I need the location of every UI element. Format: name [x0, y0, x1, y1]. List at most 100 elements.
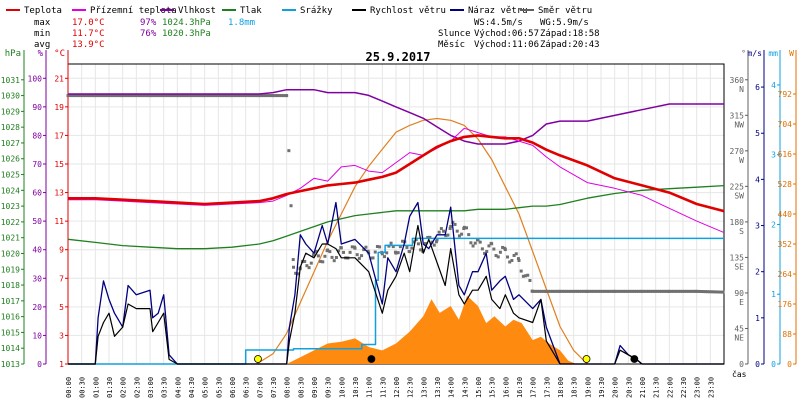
direction-point — [547, 289, 551, 293]
left-tick-label: 1015 — [1, 328, 20, 337]
direction-point — [544, 289, 548, 293]
direction-point — [184, 94, 188, 98]
right-tick-label: 4 — [771, 81, 776, 90]
right-tick-label: 135 — [730, 253, 745, 262]
x-tick-label: 23:30 — [707, 377, 715, 398]
left-tick-label: 1029 — [1, 107, 20, 116]
direction-point — [553, 289, 557, 293]
direction-point — [432, 243, 436, 247]
direction-point — [241, 94, 245, 98]
direction-point — [303, 259, 307, 263]
legend-label-direction: Směr větru — [538, 6, 592, 16]
direction-point — [617, 289, 621, 293]
right-tick-label: 360 — [730, 76, 745, 85]
x-tick-label: 19:30 — [598, 377, 606, 398]
direction-point — [383, 255, 387, 259]
direction-point — [542, 289, 546, 293]
right-tick-label: 4 — [755, 175, 760, 184]
direction-point — [585, 289, 589, 293]
left-tick-label: 1027 — [1, 139, 20, 148]
direction-point — [706, 290, 710, 294]
right-tick-label: 704 — [778, 120, 793, 129]
right-tick-label: 270 — [730, 147, 745, 156]
direction-point — [596, 289, 600, 293]
right-tick-label: 6 — [755, 83, 760, 92]
right-tick-label: 0 — [771, 360, 776, 369]
direction-point — [434, 240, 438, 244]
left-tick-label: 1 — [59, 360, 64, 369]
left-tick-label: 19 — [54, 103, 64, 112]
chart-title: 25.9.2017 — [365, 50, 430, 64]
direction-point — [86, 94, 90, 98]
direction-point — [490, 242, 494, 246]
direction-point — [321, 260, 325, 264]
direction-point — [396, 251, 400, 255]
series-feels — [68, 127, 725, 234]
direction-point — [369, 256, 373, 260]
direction-point — [494, 254, 498, 258]
direction-point — [487, 244, 491, 248]
direction-point — [685, 289, 689, 293]
direction-point — [375, 244, 379, 248]
direction-point — [708, 290, 712, 294]
direction-point — [66, 94, 70, 98]
direction-point — [609, 289, 613, 293]
x-tick-label: 10:00 — [338, 377, 346, 398]
direction-point — [516, 257, 520, 261]
direction-point — [674, 289, 678, 293]
direction-point — [155, 94, 159, 98]
direction-label: W — [739, 156, 744, 165]
series-temp — [68, 134, 725, 213]
direction-point — [506, 255, 510, 259]
direction-point — [389, 241, 393, 245]
x-tick-label: 03:30 — [161, 377, 169, 398]
direction-point — [697, 289, 701, 293]
left-tick-label: 60 — [32, 189, 42, 198]
x-tick-label: 09:30 — [325, 377, 333, 398]
left-tick-label: 1026 — [1, 155, 20, 164]
legend-label-feels: Přízemní teplota — [90, 6, 177, 16]
right-tick-label: 2 — [771, 220, 776, 229]
direction-point — [649, 289, 653, 293]
x-tick-label: 04:30 — [188, 377, 196, 398]
direction-point — [250, 94, 254, 98]
left-tick-label: 1013 — [1, 360, 20, 369]
direction-point — [601, 289, 605, 293]
right-axis-unit: mm — [768, 49, 778, 58]
left-tick-label: 13 — [54, 189, 64, 198]
direction-point — [480, 247, 484, 251]
sunrise-info: Východ:06:57 — [474, 29, 539, 39]
left-tick-label: 1025 — [1, 171, 20, 180]
direction-point — [626, 289, 630, 293]
x-tick-label: 23:00 — [694, 377, 702, 398]
direction-point — [449, 224, 453, 228]
direction-point — [188, 94, 192, 98]
right-tick-label: 528 — [778, 180, 793, 189]
direction-point — [647, 289, 651, 293]
direction-point — [701, 290, 705, 294]
left-tick-label: 1022 — [1, 218, 20, 227]
direction-point — [689, 289, 693, 293]
wind-sun-moon-info: WS:4.5m/s WG:5.9m/s Slunce Východ:06:57 … — [438, 18, 600, 50]
direction-point — [687, 289, 691, 293]
direction-point — [469, 241, 473, 245]
direction-point — [195, 94, 199, 98]
right-tick-label: 440 — [778, 210, 793, 219]
direction-point — [170, 94, 174, 98]
left-tick-label: 80 — [32, 131, 42, 140]
direction-point — [252, 94, 256, 98]
right-tick-label: 225 — [730, 182, 745, 191]
direction-point — [453, 222, 457, 226]
right-tick-label: 1 — [755, 314, 760, 323]
direction-point — [501, 245, 505, 249]
left-tick-label: 5 — [59, 303, 64, 312]
direction-point — [296, 272, 300, 276]
direction-point — [555, 289, 559, 293]
direction-point — [271, 94, 275, 98]
direction-point — [113, 94, 117, 98]
stats-max-press: 1024.3hPa — [162, 18, 211, 28]
direction-point — [350, 245, 354, 249]
series-solar_measured — [286, 295, 577, 364]
x-tick-label: 14:00 — [448, 377, 456, 398]
direction-point — [492, 247, 496, 251]
